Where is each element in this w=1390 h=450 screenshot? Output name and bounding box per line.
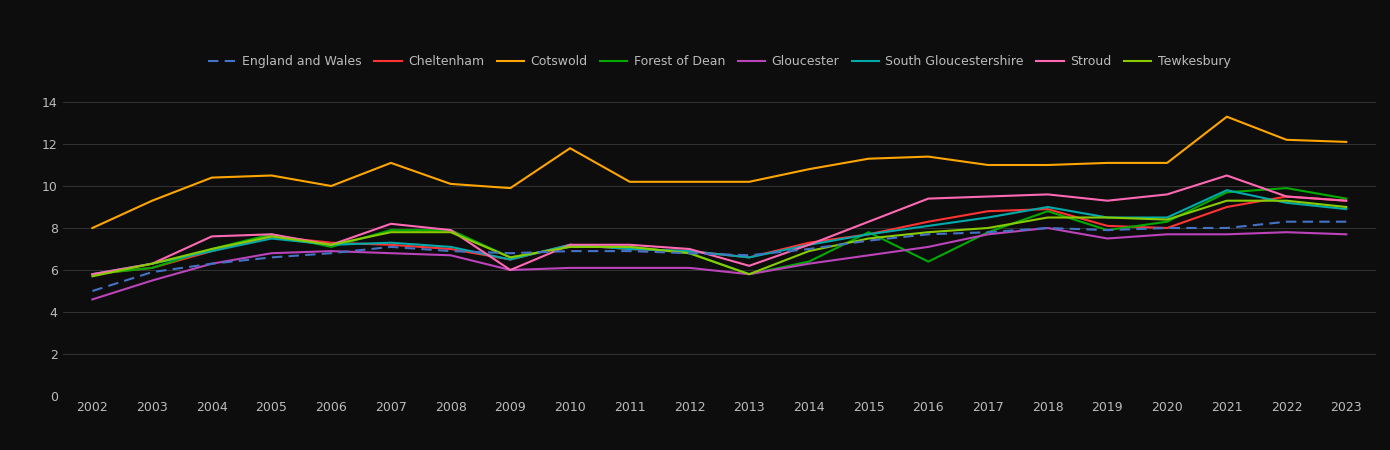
Legend: England and Wales, Cheltenham, Cotswold, Forest of Dean, Gloucester, South Glouc: England and Wales, Cheltenham, Cotswold,… [208, 55, 1230, 68]
